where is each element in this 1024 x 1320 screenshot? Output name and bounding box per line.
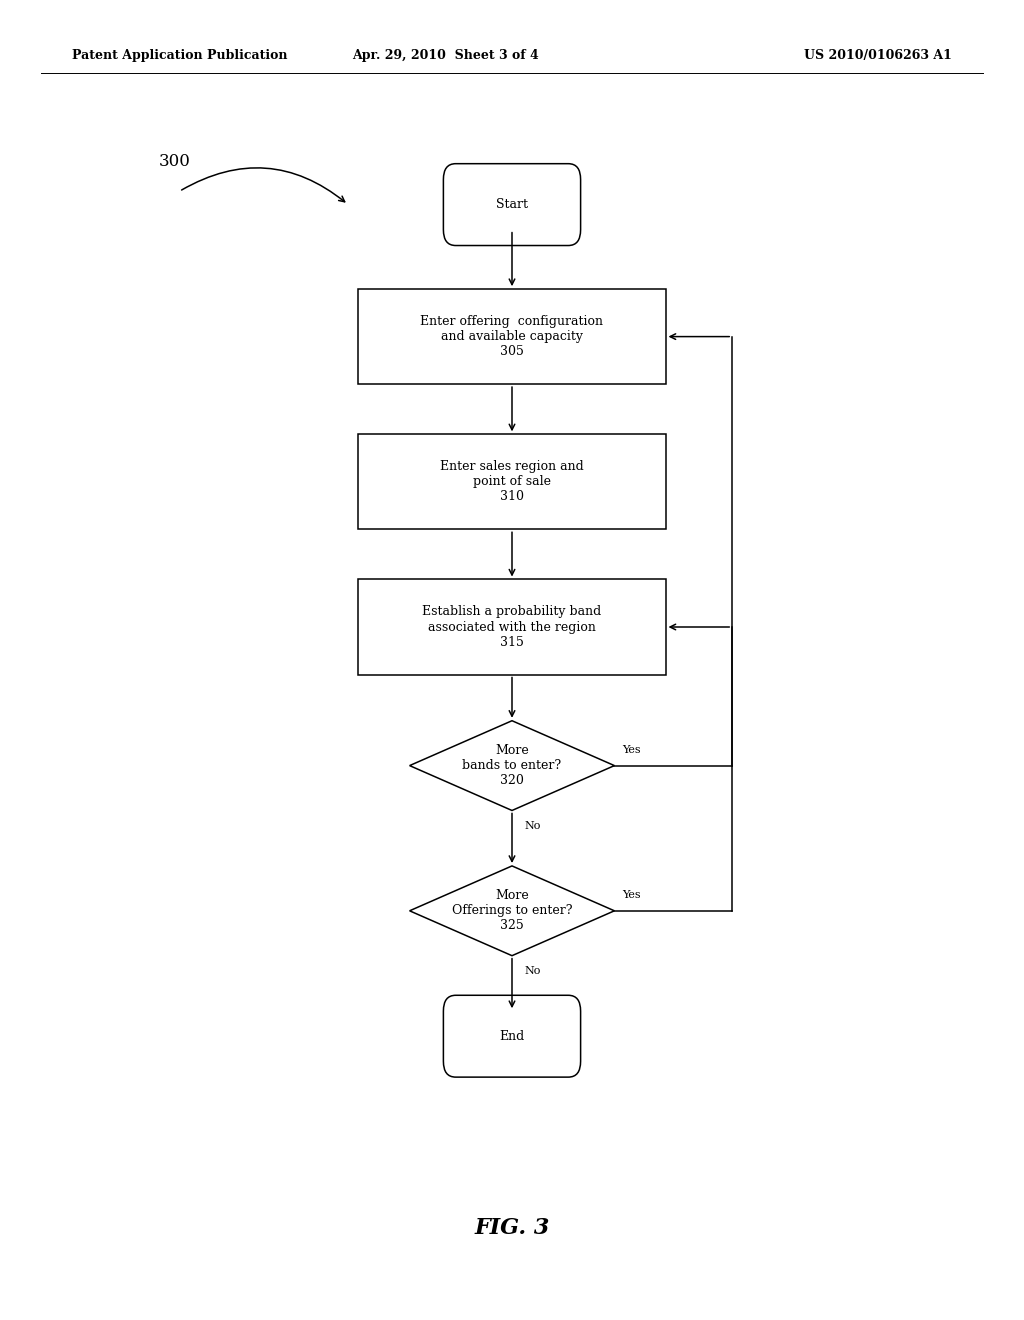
Text: No: No xyxy=(524,821,541,832)
Text: Patent Application Publication: Patent Application Publication xyxy=(72,49,287,62)
Polygon shape xyxy=(410,866,614,956)
Text: Apr. 29, 2010  Sheet 3 of 4: Apr. 29, 2010 Sheet 3 of 4 xyxy=(352,49,539,62)
FancyBboxPatch shape xyxy=(443,164,581,246)
Text: Yes: Yes xyxy=(623,744,641,755)
Text: US 2010/0106263 A1: US 2010/0106263 A1 xyxy=(805,49,952,62)
Text: No: No xyxy=(524,966,541,977)
FancyBboxPatch shape xyxy=(443,995,581,1077)
Polygon shape xyxy=(410,721,614,810)
Bar xyxy=(358,289,666,384)
Text: Enter offering  configuration
and available capacity
305: Enter offering configuration and availab… xyxy=(421,315,603,358)
Text: Establish a probability band
associated with the region
315: Establish a probability band associated … xyxy=(422,606,602,648)
Text: More
Offerings to enter?
325: More Offerings to enter? 325 xyxy=(452,890,572,932)
Text: More
bands to enter?
320: More bands to enter? 320 xyxy=(463,744,561,787)
Text: FIG. 3: FIG. 3 xyxy=(474,1217,550,1238)
FancyArrowPatch shape xyxy=(181,168,345,202)
Bar xyxy=(358,434,666,529)
Text: 300: 300 xyxy=(159,153,190,169)
Bar xyxy=(358,579,666,675)
Text: Enter sales region and
point of sale
310: Enter sales region and point of sale 310 xyxy=(440,461,584,503)
Text: End: End xyxy=(500,1030,524,1043)
Text: Yes: Yes xyxy=(623,890,641,900)
Text: Start: Start xyxy=(496,198,528,211)
